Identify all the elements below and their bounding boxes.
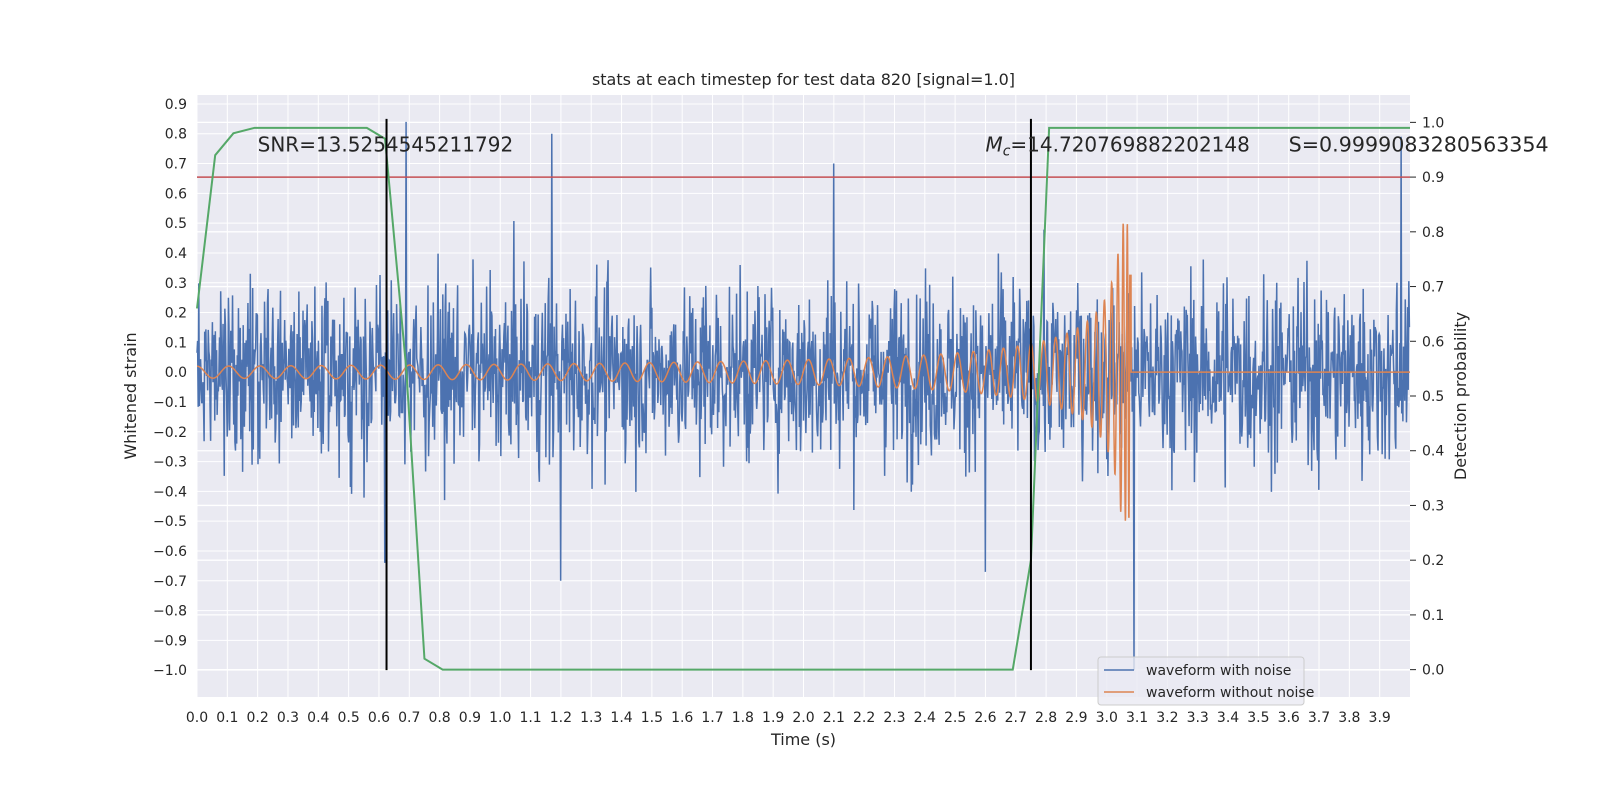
y-tick-label-right: 0.7 [1422,280,1444,296]
y-tick-label-right: 0.2 [1422,553,1444,569]
y-axis-left-ticks: 0.9 0.8 0.7 0.6 0.5 0.4 0.3 0.2 0.1 0.0 −0.1 −0.2 −0… [153,97,187,679]
x-tick-label: 3.8 [1338,710,1360,726]
y-tick-label-left: 0.8 [165,127,187,143]
y-tick-label-right: 1.0 [1422,115,1444,131]
y-tick-label-left: −0.9 [153,633,187,649]
y-tick-label-right: 0.0 [1422,663,1444,679]
x-tick-label: 0.1 [216,710,238,726]
x-tick-label: 1.5 [641,710,663,726]
x-axis-label: Time (s) [770,730,836,749]
annotation-chirp-mass-symbol: M [985,133,1002,157]
x-tick-label: 0.0 [186,710,208,726]
y-tick-label-left: 0.7 [165,157,187,173]
x-tick-label: 2.3 [883,710,905,726]
annotation-score: S=0.9999083280563354 [1289,133,1549,157]
y-tick-label-left: 0.5 [165,216,187,232]
legend: waveform with noise waveform without noi… [1097,656,1314,706]
x-tick-label: 0.6 [368,710,390,726]
x-tick-label: 3.4 [1217,710,1239,726]
x-tick-label: 2.5 [944,710,966,726]
x-tick-label: 0.5 [337,710,359,726]
series-waveform-with-noise [196,121,1411,671]
y-tick-label-left: 0.2 [165,306,187,322]
x-tick-label: 0.7 [398,710,420,726]
y-tick-label-left: 0.6 [165,186,187,202]
y-tick-label-left: −0.5 [153,514,187,530]
waveform-with-noise-line [196,121,1411,671]
y-tick-label-right: 0.9 [1422,170,1444,186]
detection-probability-line [196,126,1410,671]
x-tick-label: 1.9 [762,710,784,726]
y-tick-label-left: −0.7 [153,574,187,590]
x-tick-label: 2.8 [1035,710,1057,726]
y-tick-label-right: 0.8 [1422,225,1444,241]
y-tick-label-left: 0.1 [165,335,187,351]
x-axis-ticks: 0.0 0.1 0.2 0.3 0.4 0.5 0.6 0.7 0.8 0.9 1.0 1.1 1.2 1… [186,710,1391,726]
y-tick-label-left: 0.4 [165,246,187,262]
x-tick-label: 1.0 [489,710,511,726]
x-tick-label: 1.8 [732,710,754,726]
legend-label-clean: waveform without noise [1146,685,1314,701]
x-tick-label: 3.9 [1369,710,1391,726]
x-tick-label: 2.2 [853,710,875,726]
x-tick-label: 1.7 [701,710,723,726]
chart-title: stats at each timestep for test data 820… [592,70,1015,89]
x-tick-label: 2.9 [1065,710,1087,726]
x-tick-label: 3.7 [1308,710,1330,726]
legend-box [1097,656,1305,706]
y-tick-label-left: −0.8 [153,604,187,620]
series-detection-probability [196,126,1410,671]
legend-label-noisy: waveform with noise [1146,663,1291,679]
series-waveform-without-noise [197,223,1410,521]
x-tick-label: 1.4 [610,710,632,726]
x-tick-label: 1.6 [671,710,693,726]
y-tick-label-left: 0.9 [165,97,187,113]
x-tick-label: 3.1 [1126,710,1148,726]
x-tick-label: 3.3 [1187,710,1209,726]
x-tick-label: 1.2 [550,710,572,726]
x-tick-label: 0.9 [459,710,481,726]
x-tick-label: 1.3 [580,710,602,726]
y-tick-label-right: 0.3 [1422,498,1444,514]
y-tick-label-left: −0.1 [153,395,187,411]
y-tick-label-right: 0.6 [1422,334,1444,350]
x-tick-label: 0.3 [277,710,299,726]
annotation-snr: SNR=13.5254545211792 [258,133,514,157]
y-tick-label-right: 0.4 [1422,444,1444,460]
y-tick-label-left: −0.6 [153,544,187,560]
x-tick-label: 2.4 [914,710,936,726]
x-tick-label: 2.7 [1005,710,1027,726]
x-tick-label: 0.2 [247,710,269,726]
y-tick-label-right: 0.1 [1422,608,1444,624]
y-tick-label-left: −0.2 [153,425,187,441]
y-tick-label-left: 0.3 [165,276,187,292]
x-tick-label: 2.1 [823,710,845,726]
x-tick-label: 0.8 [428,710,450,726]
y-tick-label-right: 0.5 [1422,389,1444,405]
annotation-chirp-mass-value: =14.720769882202148 [1010,133,1249,157]
waveform-without-noise-line [197,223,1410,521]
grid [196,95,1410,697]
x-tick-label: 1.1 [519,710,541,726]
annotation-chirp-mass: Mc=14.720769882202148 [985,133,1249,160]
x-tick-label: 2.0 [792,710,814,726]
y-tick-label-left: −0.3 [153,455,187,471]
x-tick-label: 3.0 [1096,710,1118,726]
y-tick-label-left: −0.4 [153,484,187,500]
event-markers [385,118,1032,671]
x-tick-label: 3.2 [1156,710,1178,726]
y-tick-label-left: −1.0 [153,663,187,679]
y-axis-right-ticks: 1.0 0.9 0.8 0.7 0.6 0.5 0.4 0.3 0.2 0.1 0.0 [1410,115,1444,679]
y-axis-left-label: Whitened strain [121,332,140,459]
y-tick-label-left: 0.0 [165,365,187,381]
y-axis-right-label: Detection probability [1451,312,1470,480]
x-tick-label: 2.6 [974,710,996,726]
x-tick-label: 3.5 [1247,710,1269,726]
annotation-chirp-mass-subscript: c [1003,144,1011,160]
x-tick-label: 3.6 [1278,710,1300,726]
x-tick-label: 0.4 [307,710,329,726]
